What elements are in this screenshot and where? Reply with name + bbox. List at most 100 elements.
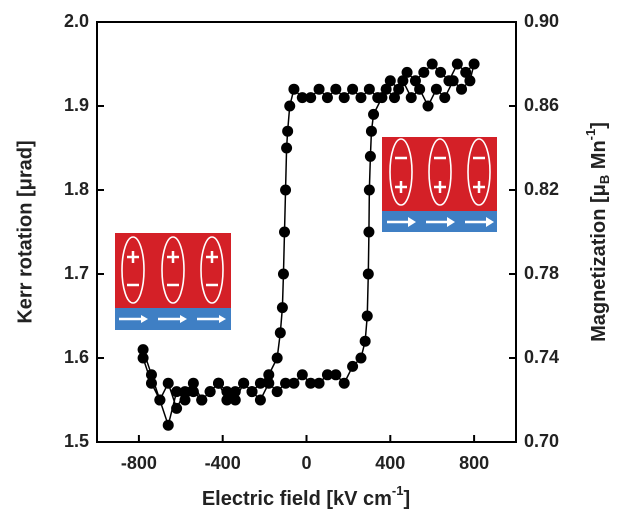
y2-label-part: Mn [588, 140, 610, 174]
point [162, 419, 174, 431]
y-tick-label: 1.8 [64, 179, 89, 199]
point [364, 150, 376, 162]
y-tick-label: 1.9 [64, 95, 89, 115]
point [204, 386, 216, 398]
point [271, 386, 283, 398]
point [179, 394, 191, 406]
point [468, 58, 480, 70]
point [137, 344, 149, 356]
x-tick-label: -400 [205, 453, 241, 473]
point [359, 335, 371, 347]
y-tick-label: 2.0 [64, 11, 89, 31]
point [305, 92, 317, 104]
point [162, 377, 174, 389]
x-tick-label: 0 [301, 453, 311, 473]
point [321, 369, 333, 381]
point [363, 226, 375, 238]
point [229, 386, 241, 398]
point [397, 75, 409, 87]
point [254, 377, 266, 389]
point [187, 386, 199, 398]
point [288, 83, 300, 95]
point [196, 394, 208, 406]
point [338, 92, 350, 104]
point [279, 226, 291, 238]
point [238, 377, 250, 389]
x-label-part: ] [403, 488, 410, 510]
point [213, 377, 225, 389]
point [347, 360, 359, 372]
y-tick-label: 1.7 [64, 263, 89, 283]
point [422, 100, 434, 112]
point [365, 125, 377, 137]
point [388, 92, 400, 104]
point [418, 66, 430, 78]
y-tick-label: 1.6 [64, 347, 89, 367]
loop-line [142, 61, 476, 428]
point [281, 142, 293, 154]
y2-label-sub: B [597, 175, 612, 184]
point [321, 92, 333, 104]
x-axis-label: Electric field [kV cm-1] [202, 483, 410, 510]
y2-tick-label: 0.74 [524, 347, 559, 367]
point [280, 377, 292, 389]
point [430, 83, 442, 95]
point [274, 327, 286, 339]
point [362, 268, 374, 280]
point [361, 310, 373, 322]
y2-label-part: Magnetization [μ [588, 184, 610, 342]
point [464, 75, 476, 87]
point [221, 394, 233, 406]
point [187, 377, 199, 389]
point [405, 92, 417, 104]
point [380, 83, 392, 95]
x-label-sup: -1 [392, 483, 404, 498]
x-tick-label: -800 [121, 453, 157, 473]
point [145, 377, 157, 389]
inset-right [382, 137, 497, 232]
point [296, 369, 308, 381]
y2-tick-label: 0.86 [524, 95, 559, 115]
point [456, 83, 468, 95]
y2-tick-label: 0.70 [524, 431, 559, 451]
point [280, 184, 292, 196]
point [254, 394, 266, 406]
y2-tick-label: 0.78 [524, 263, 559, 283]
point [276, 302, 288, 314]
point [271, 352, 283, 364]
point [439, 92, 451, 104]
point [229, 394, 241, 406]
point [330, 369, 342, 381]
point [363, 83, 375, 95]
point [414, 83, 426, 95]
point [179, 386, 191, 398]
inset-left [115, 233, 231, 330]
point [372, 92, 384, 104]
point [355, 352, 367, 364]
point [368, 108, 380, 120]
point [347, 83, 359, 95]
y2-label-sup: -1 [583, 129, 598, 141]
point [263, 377, 275, 389]
point [401, 66, 413, 78]
point [313, 377, 325, 389]
x-tick-label: 800 [459, 453, 489, 473]
point [460, 66, 472, 78]
point [330, 83, 342, 95]
point [393, 83, 405, 95]
point [246, 386, 258, 398]
x-tick-label: 400 [375, 453, 405, 473]
y2-label-part: ] [588, 122, 610, 129]
point [171, 386, 183, 398]
point [137, 352, 149, 364]
point [171, 402, 183, 414]
y-tick-label: 1.5 [64, 431, 89, 451]
point [451, 58, 463, 70]
y2-axis-label: Magnetization [μB Mn-1] [583, 122, 612, 342]
point [145, 369, 157, 381]
point [296, 92, 308, 104]
point [355, 92, 367, 104]
point [313, 83, 325, 95]
point [284, 100, 296, 112]
